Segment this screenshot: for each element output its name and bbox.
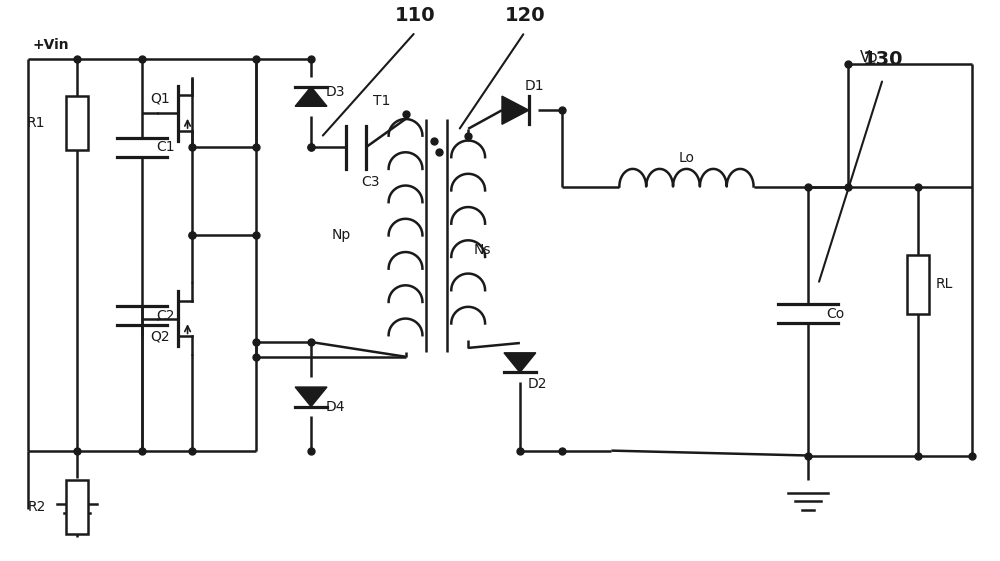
Text: Lo: Lo [678,151,694,165]
Text: Vo: Vo [860,49,879,65]
Text: Co: Co [826,307,844,321]
Text: +Vin: +Vin [33,38,69,52]
Text: D1: D1 [525,79,544,93]
Polygon shape [295,387,327,407]
Text: T1: T1 [373,94,391,108]
Text: R1: R1 [27,116,46,130]
Text: 120: 120 [505,6,545,25]
Text: C1: C1 [156,140,175,154]
Text: Q1: Q1 [150,91,170,105]
Text: RL: RL [936,277,953,291]
Polygon shape [502,96,529,125]
Bar [907,255,929,314]
Polygon shape [295,87,327,106]
Bar [66,480,88,534]
Text: R2: R2 [27,500,46,514]
Text: D4: D4 [326,399,345,413]
Text: Ns: Ns [473,243,491,257]
Text: 130: 130 [863,50,903,69]
Text: Q2: Q2 [150,329,170,343]
Text: D2: D2 [528,377,547,391]
Text: C2: C2 [156,309,174,323]
Text: C3: C3 [361,175,379,188]
Text: Np: Np [332,228,351,242]
Text: 110: 110 [395,6,436,25]
Polygon shape [504,353,536,373]
Text: D3: D3 [326,85,345,99]
Bar [66,96,88,150]
